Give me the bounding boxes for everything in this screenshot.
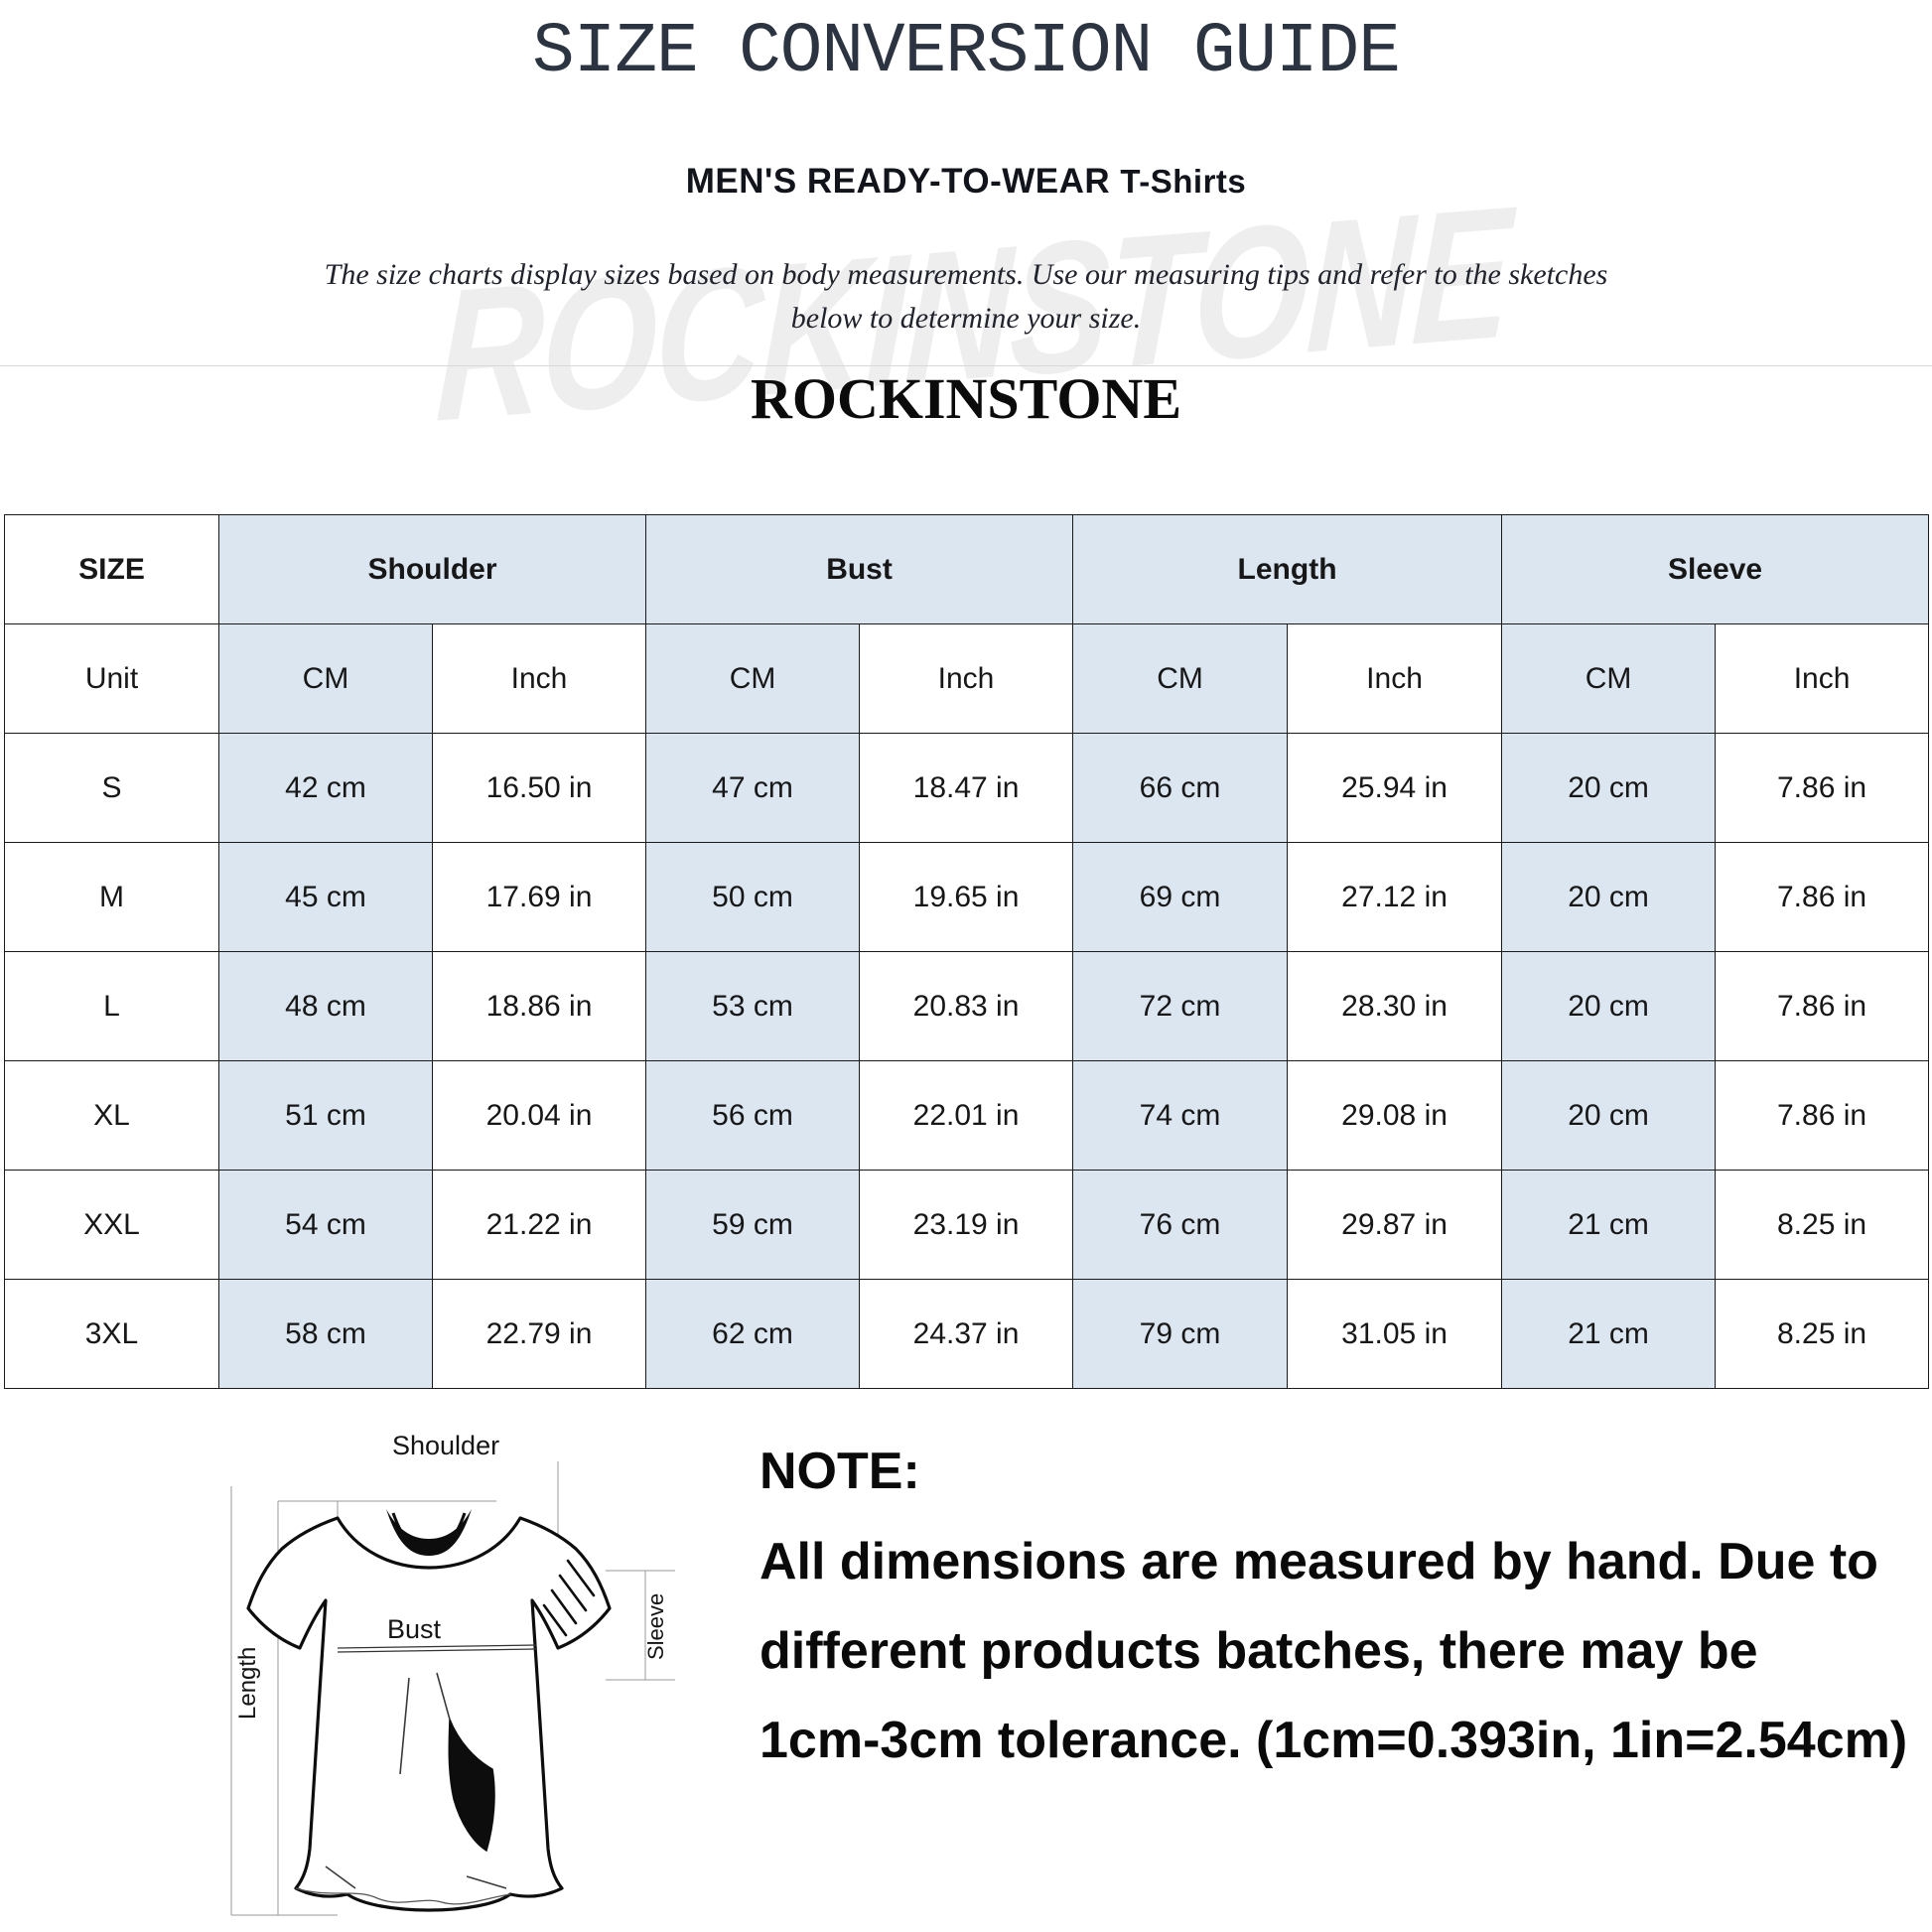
svg-text:Sleeve: Sleeve <box>643 1593 668 1660</box>
svg-text:Length: Length <box>234 1647 261 1720</box>
svg-text:Bust: Bust <box>387 1614 442 1644</box>
svg-text:Shoulder: Shoulder <box>392 1431 499 1460</box>
